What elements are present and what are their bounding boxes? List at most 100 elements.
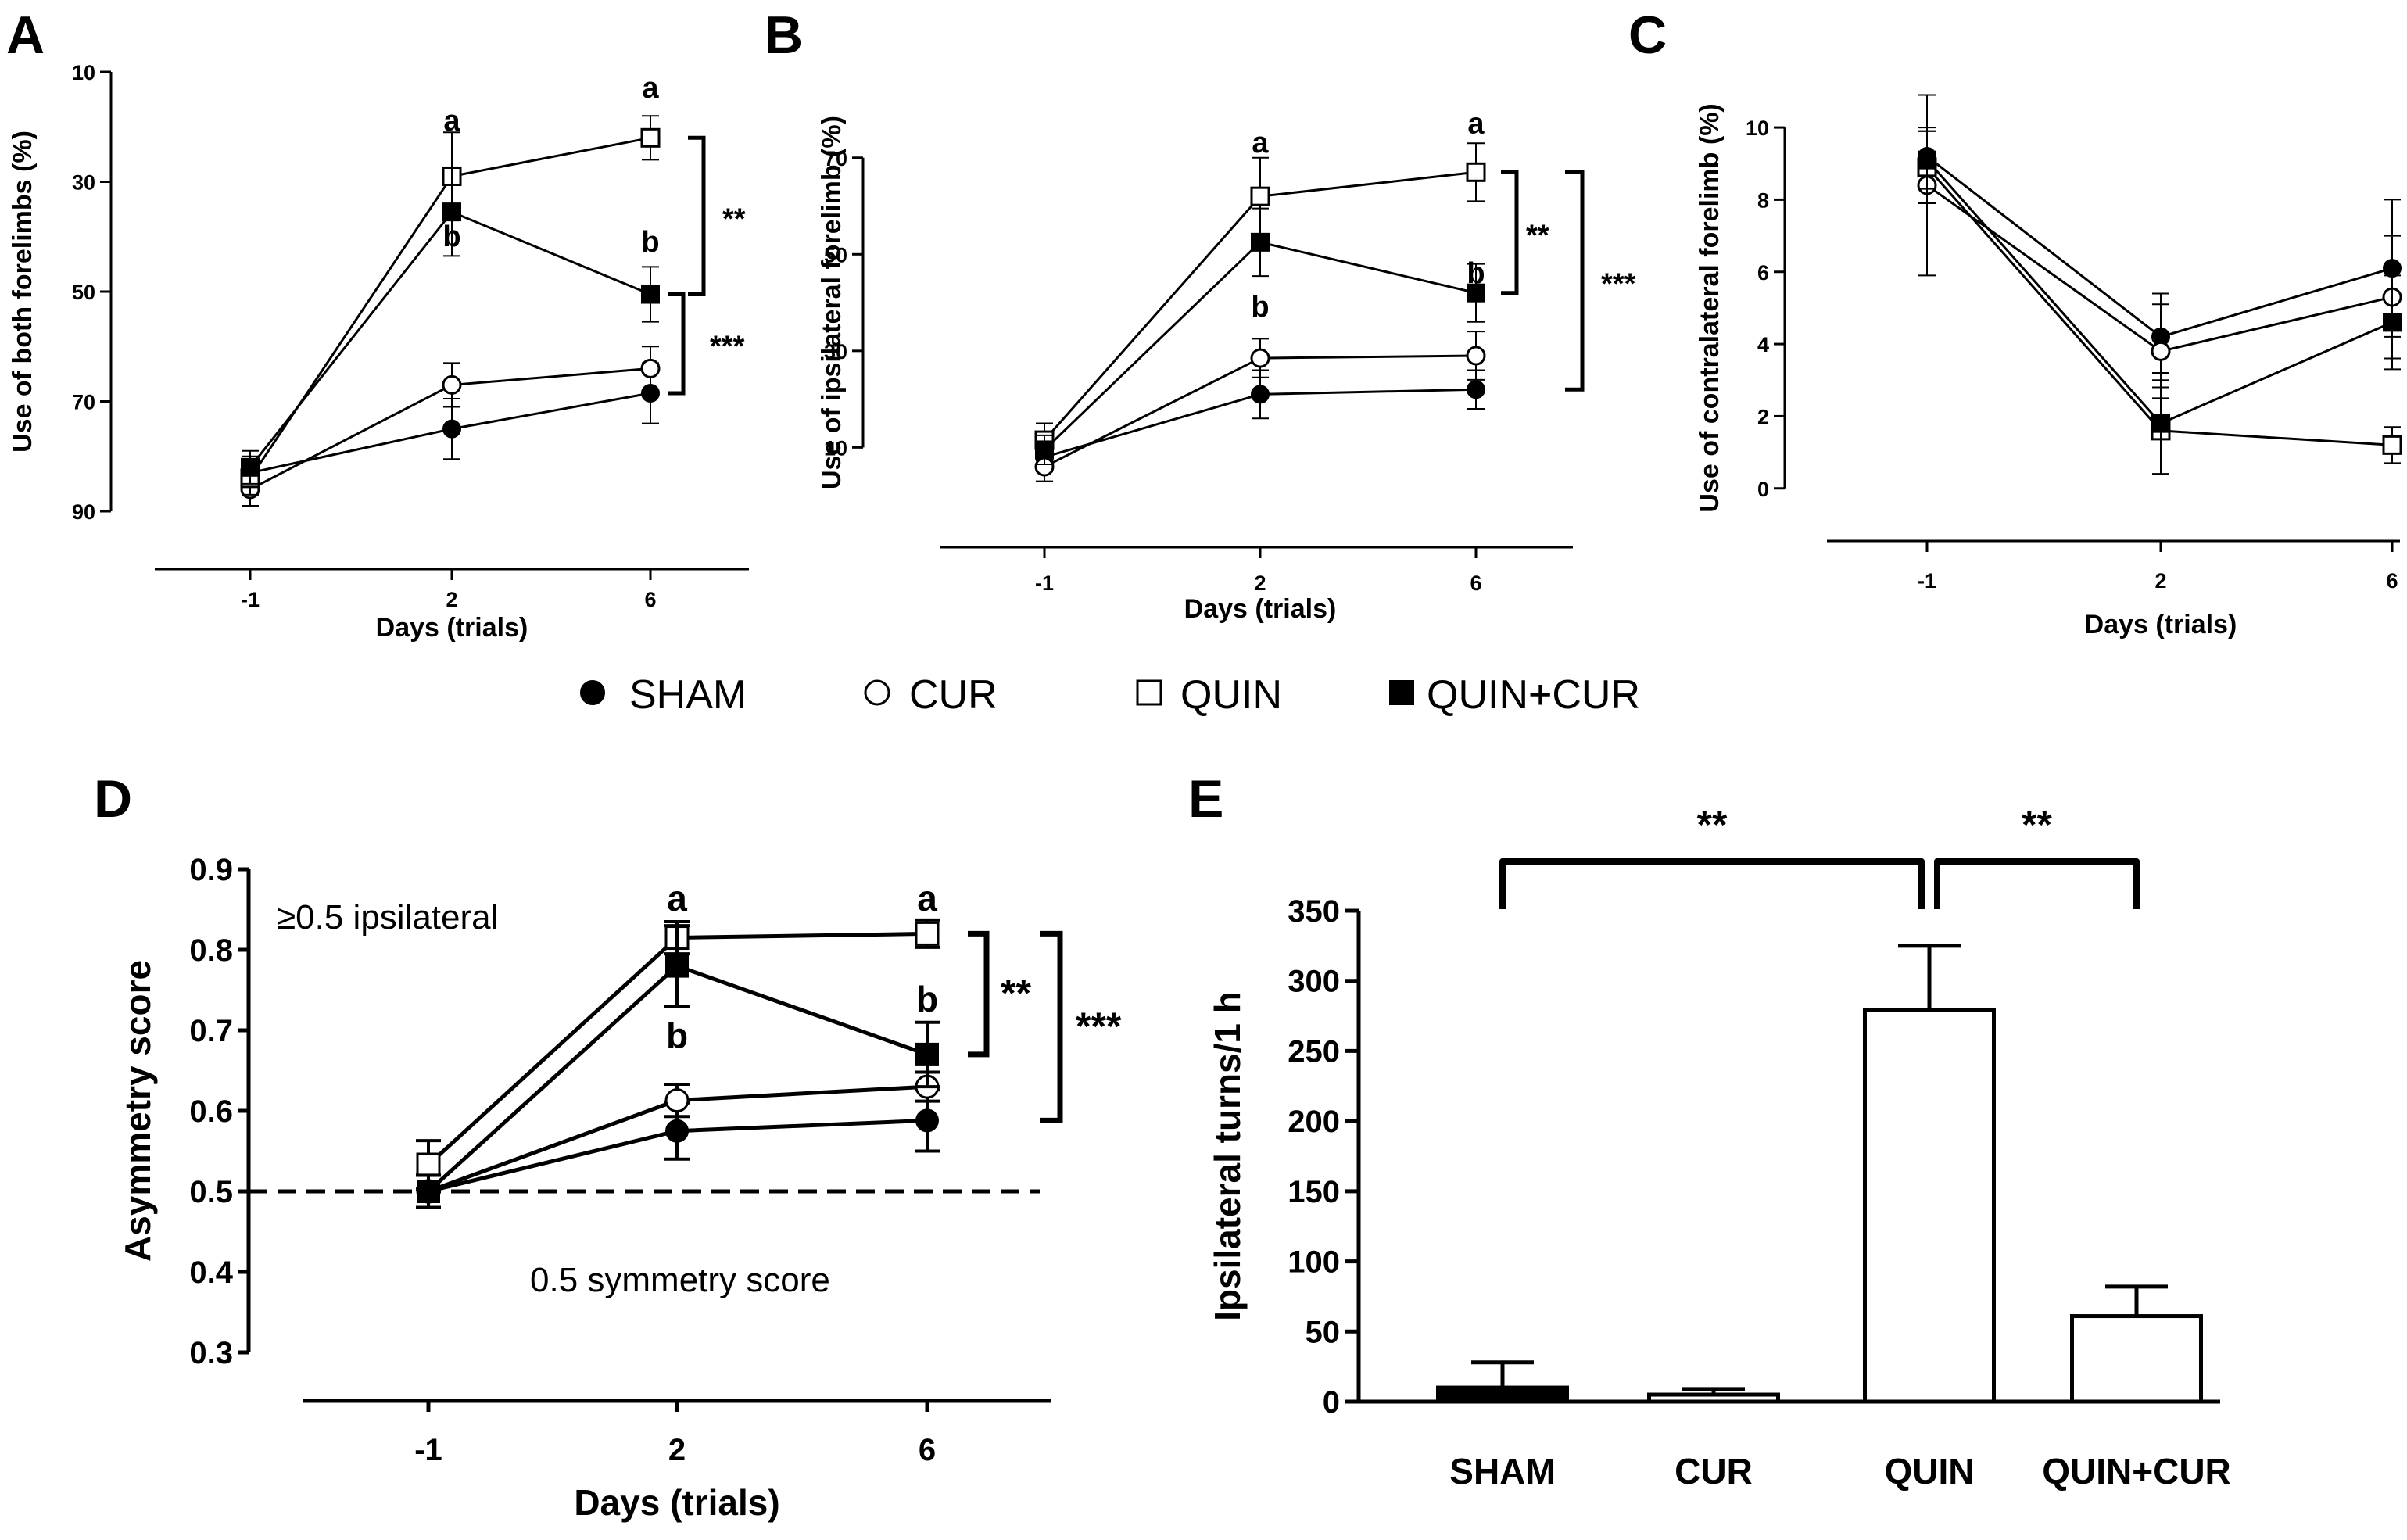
y-tick-label: 300: [1288, 965, 1340, 999]
note-symmetry: 0.5 symmetry score: [530, 1261, 830, 1299]
data-point: [1467, 283, 1485, 303]
y-tick-label: 6: [1757, 261, 1769, 285]
significance-label: **: [722, 202, 746, 235]
panel-a: A 10 30 50 70 90 -1 2 6 Days (trials) Use of both …: [6, 5, 749, 643]
legend-label: CUR: [909, 672, 998, 718]
y-tick-label: 50: [1306, 1315, 1341, 1349]
y-tick-label: 90: [72, 500, 95, 524]
bar-quin-cur: [2070, 1314, 2203, 1404]
x-tick-label: 6: [919, 1433, 936, 1467]
x-tick-label: 2: [668, 1433, 686, 1467]
data-point: [640, 358, 661, 378]
y-tick-label: 70: [72, 391, 95, 414]
panel-d: D 0.3 0.4 0.5 0.6 0.7 0.8 0.9 -1 2 6 Days (trials) A…: [94, 769, 1122, 1523]
significance-bracket: [1040, 930, 1063, 1123]
annotation-letter: b: [666, 1015, 688, 1055]
y-axis-label: Ipsilateral turns/1 h: [1207, 991, 1248, 1321]
data-point: [915, 1042, 939, 1066]
significance-bracket: [1565, 170, 1585, 392]
legend-marker: [580, 680, 605, 705]
legend: SHAM CUR QUIN QUIN+CUR: [580, 672, 1640, 718]
series-quin-cur: [1918, 130, 2402, 475]
x-tick-label: -1: [414, 1433, 442, 1467]
data-point: [915, 1108, 939, 1133]
data-point: [417, 1180, 440, 1203]
x-tick-label: SHAM: [1449, 1451, 1555, 1492]
legend-label: QUIN: [1180, 672, 1282, 718]
legend-label: QUIN+CUR: [1427, 672, 1640, 718]
y-tick-label: 0: [1323, 1385, 1340, 1420]
panel-letter: A: [6, 5, 45, 65]
x-tick-label: CUR: [1675, 1451, 1753, 1492]
data-point: [2151, 414, 2170, 433]
data-point: [1251, 385, 1270, 404]
significance-label: **: [2022, 803, 2052, 847]
x-tick-label: 6: [1470, 571, 1481, 595]
x-axis-label: Days (trials): [2085, 610, 2237, 639]
panel-c: C 0 2 4 6 8 10 -1 2 6 Days (trials) Use of contrala…: [1628, 5, 2402, 639]
data-point: [664, 1088, 690, 1113]
x-axis-label: Days (trials): [376, 613, 528, 643]
y-tick-label: 30: [824, 340, 847, 364]
data-point: [1250, 186, 1270, 206]
y-tick-label: 0.8: [189, 933, 233, 968]
data-point: [442, 374, 462, 395]
panel-letter: B: [765, 5, 803, 65]
y-tick-label: 250: [1288, 1034, 1340, 1069]
data-point: [241, 457, 260, 477]
bar-quin: [1863, 1008, 1996, 1404]
significance-bracket: [1934, 858, 2140, 909]
data-point: [665, 1119, 689, 1143]
legend-marker: [1136, 679, 1162, 706]
data-point: [2382, 435, 2402, 455]
significance-label: **: [1526, 220, 1549, 252]
annotation-letter: b: [1467, 257, 1485, 290]
significance-bracket: [688, 135, 706, 297]
panel-letter: C: [1628, 5, 1667, 65]
significance-label: **: [1001, 972, 1031, 1015]
y-tick-label: 100: [1288, 1245, 1340, 1280]
annotation-letter: a: [443, 105, 460, 138]
legend-item-quin-cur: QUIN+CUR: [1389, 672, 1640, 718]
x-tick-label: 2: [1254, 571, 1266, 595]
annotation-letter: a: [667, 878, 687, 919]
data-point: [442, 202, 461, 222]
x-tick-label: -1: [1918, 569, 1936, 593]
x-tick-label: 6: [2386, 569, 2398, 593]
y-tick-label: 0.9: [189, 853, 233, 887]
series-quin-cur: [1035, 207, 1485, 465]
series-sham: [1035, 369, 1485, 473]
y-tick-label: 0.7: [189, 1014, 233, 1048]
data-point: [641, 285, 660, 304]
legend-item-sham: SHAM: [580, 672, 747, 718]
data-point: [1467, 380, 1485, 399]
panel-b: B 10 30 50 70 -1 2 6 Days (trials) Use of ipsilat…: [765, 5, 1636, 624]
y-axis-label: Use of both forelimbs (%): [8, 131, 38, 453]
annotation-letter: b: [442, 220, 460, 253]
data-point: [416, 1152, 441, 1177]
x-tick-label: QUIN+CUR: [2042, 1451, 2231, 1492]
significance-bracket: [1501, 170, 1519, 295]
panel-letter: D: [94, 769, 132, 829]
significance-label: **: [1697, 803, 1728, 847]
data-point: [915, 921, 940, 946]
legend-label: SHAM: [629, 672, 747, 718]
series-quin-cur: [241, 167, 660, 485]
data-point: [2151, 341, 2171, 361]
x-tick-label: 2: [446, 588, 457, 611]
significance-label: ***: [1601, 267, 1636, 300]
significance-bracket: [968, 930, 990, 1058]
x-tick-label: -1: [1035, 571, 1054, 595]
y-tick-label: 0.5: [189, 1175, 233, 1209]
x-tick-label: 6: [644, 588, 656, 611]
annotation-letter: b: [916, 979, 938, 1019]
significance-label: ***: [710, 331, 745, 364]
x-axis-label: Days (trials): [574, 1482, 779, 1523]
data-point: [1466, 346, 1486, 366]
annotation-letter: a: [917, 878, 937, 919]
x-tick-label: QUIN: [1885, 1451, 1975, 1492]
data-point: [1251, 232, 1270, 252]
annotation-letter: a: [1467, 108, 1485, 141]
y-tick-label: 70: [824, 147, 847, 170]
